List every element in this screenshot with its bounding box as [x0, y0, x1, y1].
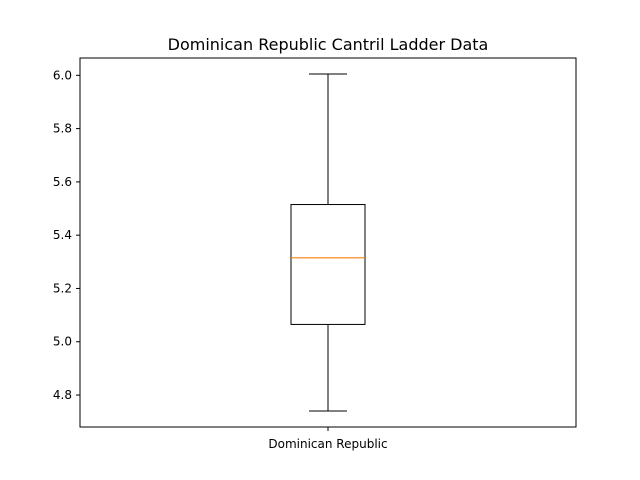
y-tick-label: 5.4 [53, 228, 72, 242]
y-tick-label: 5.6 [53, 175, 72, 189]
y-axis: 4.8 5.0 5.2 5.4 5.6 5.8 6.0 [53, 68, 80, 402]
y-tick-label: 6.0 [53, 68, 72, 82]
interquartile-box [290, 204, 366, 325]
chart-title: Dominican Republic Cantril Ladder Data [168, 35, 489, 54]
x-axis: Dominican Republic [268, 427, 388, 451]
y-tick-label: 5.0 [53, 335, 72, 349]
box-0 [290, 73, 366, 412]
box-series [290, 73, 366, 412]
x-tick-label: Dominican Republic [268, 437, 387, 451]
y-tick-label: 4.8 [53, 388, 72, 402]
y-tick-label: 5.2 [53, 281, 72, 295]
y-tick-label: 5.8 [53, 122, 72, 136]
